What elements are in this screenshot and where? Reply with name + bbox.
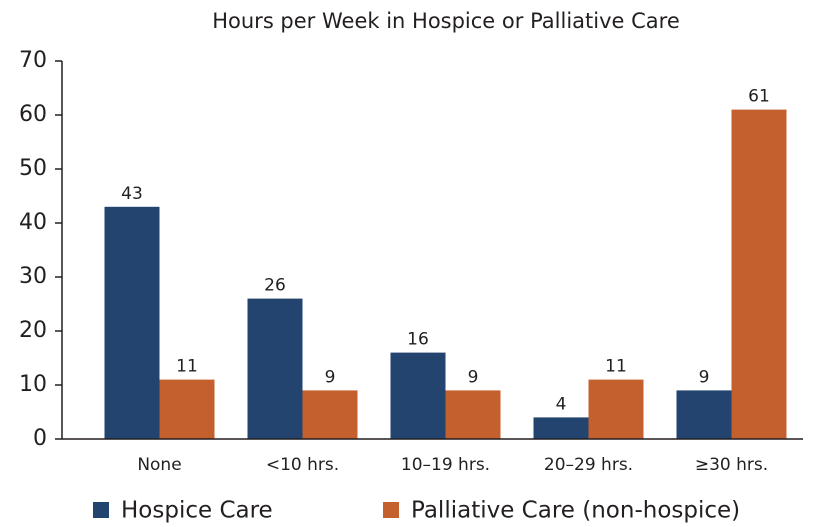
y-tick-label: 70 [19, 48, 47, 73]
x-tick-label: ≥30 hrs. [695, 455, 768, 475]
data-label: 16 [407, 330, 429, 350]
bar [159, 379, 215, 439]
legend-swatch [93, 502, 109, 518]
data-label: 9 [325, 367, 336, 387]
data-label: 43 [121, 184, 143, 204]
bar [445, 390, 501, 439]
x-tick-label: 10–19 hrs. [401, 455, 490, 475]
y-tick-label: 0 [33, 426, 47, 451]
bar [676, 390, 732, 439]
bar [247, 298, 303, 439]
data-label: 61 [748, 87, 770, 107]
chart-title: Hours per Week in Hospice or Palliative … [212, 9, 680, 33]
bar [104, 206, 160, 439]
bar [390, 352, 446, 439]
legend-label: Hospice Care [121, 498, 273, 524]
bar [302, 390, 358, 439]
data-label: 26 [264, 276, 286, 296]
data-label: 11 [605, 357, 627, 377]
y-tick-label: 30 [19, 264, 47, 289]
bar [533, 417, 589, 439]
x-tick-label: None [137, 455, 181, 475]
data-label: 4 [556, 394, 567, 414]
y-tick-label: 60 [19, 102, 47, 127]
y-tick-label: 40 [19, 210, 47, 235]
data-label: 9 [468, 367, 479, 387]
bar [588, 379, 644, 439]
bar [731, 109, 787, 439]
legend-swatch [383, 502, 399, 518]
data-label: 11 [176, 357, 198, 377]
x-tick-label: 20–29 hrs. [544, 455, 633, 475]
x-tick-label: <10 hrs. [266, 455, 339, 475]
y-tick-label: 10 [19, 372, 47, 397]
data-label: 9 [699, 367, 710, 387]
y-tick-label: 20 [19, 318, 47, 343]
y-tick-label: 50 [19, 156, 47, 181]
legend-label: Palliative Care (non-hospice) [411, 498, 740, 524]
